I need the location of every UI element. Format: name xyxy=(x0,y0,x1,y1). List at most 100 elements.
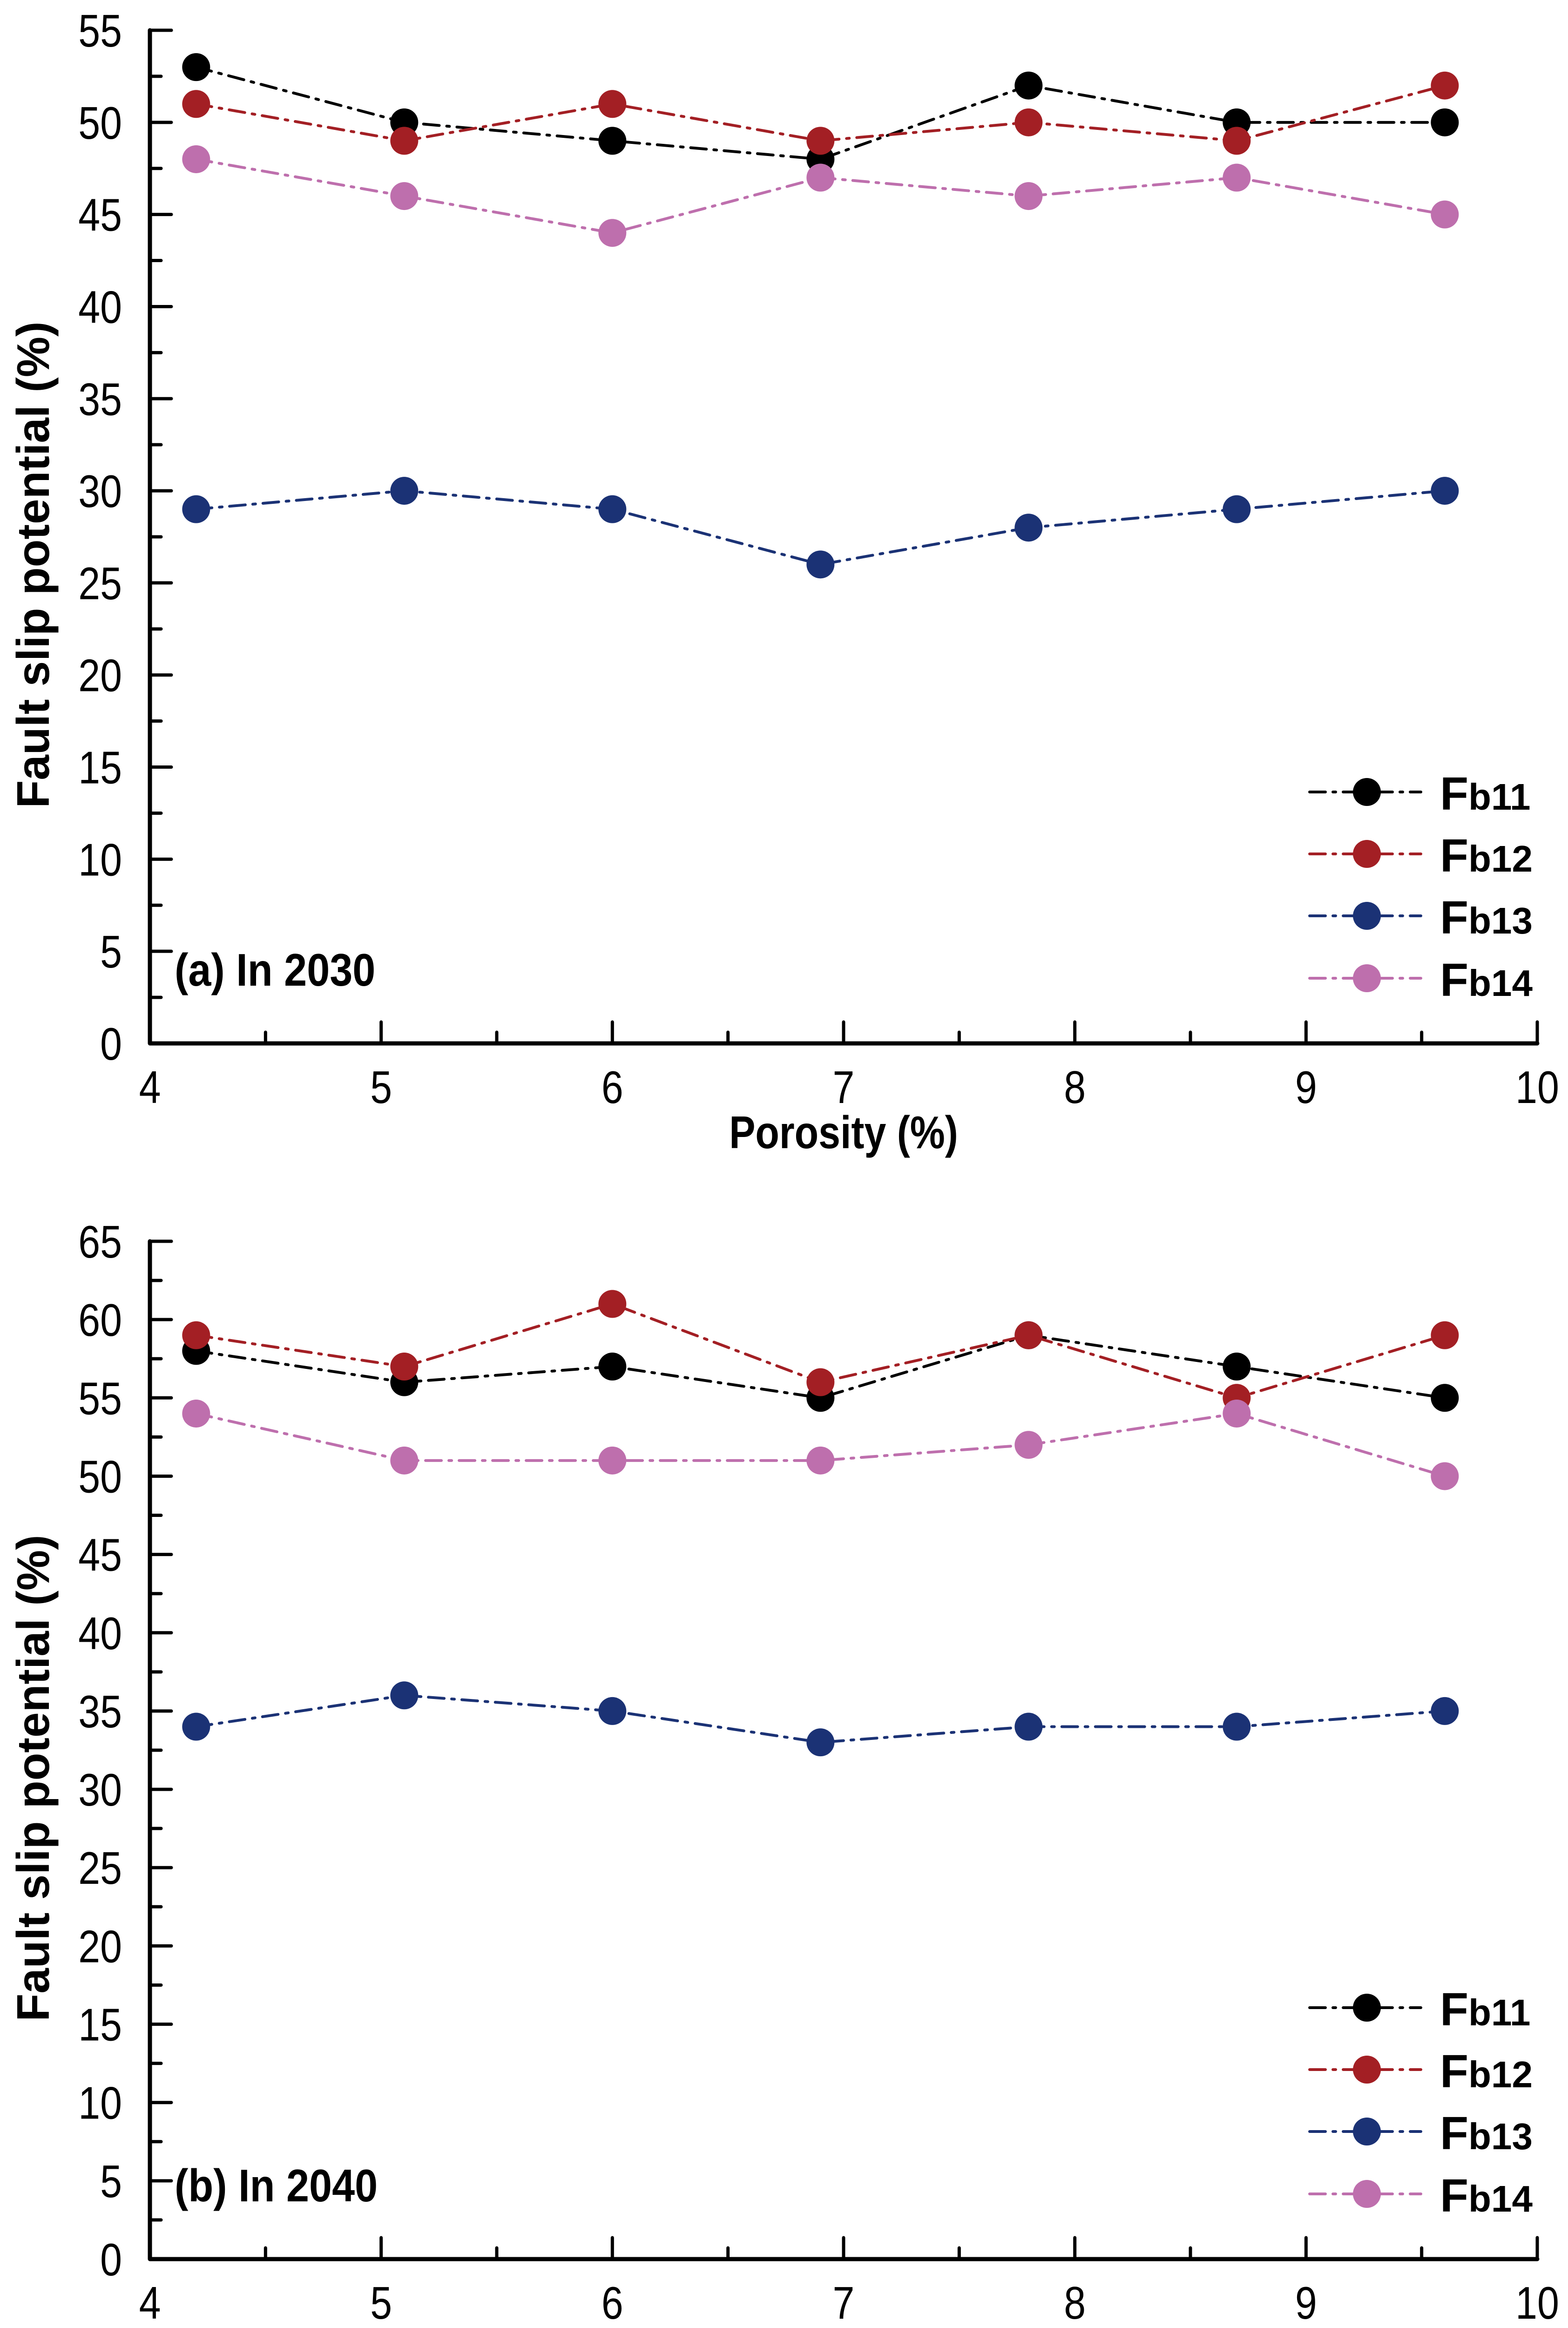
legend-label-sub: b14 xyxy=(1468,2178,1533,2220)
legend-label-main: F xyxy=(1440,892,1468,944)
data-point-Fb14 xyxy=(182,145,210,173)
data-point-Fb14 xyxy=(1223,1399,1251,1428)
data-point-Fb12 xyxy=(598,1290,627,1318)
data-point-Fb13 xyxy=(182,495,210,523)
y-tick-label: 30 xyxy=(78,466,122,517)
legend-label-sub: b13 xyxy=(1468,900,1533,941)
legend-marker-icon xyxy=(1353,2118,1381,2145)
data-point-Fb13 xyxy=(1223,1712,1251,1741)
data-point-Fb12 xyxy=(182,1321,210,1349)
y-tick-label: 40 xyxy=(78,1608,122,1659)
legend-item-Fb14: Fb14 xyxy=(1308,954,1533,1006)
y-tick-label: 20 xyxy=(78,650,122,701)
data-point-Fb13 xyxy=(598,1697,627,1725)
data-point-Fb14 xyxy=(182,1399,210,1428)
y-tick-label: 50 xyxy=(78,98,122,149)
data-point-Fb14 xyxy=(1014,182,1043,210)
legend-label-sub: b13 xyxy=(1468,2116,1533,2157)
x-tick-label: 9 xyxy=(1295,2278,1317,2328)
x-tick-label: 6 xyxy=(602,1062,623,1113)
data-point-Fb13 xyxy=(598,495,627,523)
legend-label: Fb13 xyxy=(1440,2107,1533,2159)
y-axis-title: Fault slip potential (%) xyxy=(7,1535,59,2021)
legend-marker-icon xyxy=(1353,1994,1381,2022)
series-Fb12 xyxy=(182,71,1459,155)
legend-label-main: F xyxy=(1440,830,1468,882)
data-point-Fb11 xyxy=(1014,71,1043,100)
legend-label: Fb11 xyxy=(1440,1983,1531,2036)
legend-marker-icon xyxy=(1353,2180,1381,2208)
data-point-Fb14 xyxy=(806,1446,835,1475)
legend-label-main: F xyxy=(1440,768,1468,820)
y-tick-label: 25 xyxy=(78,1843,122,1894)
legend-item-Fb11: Fb11 xyxy=(1308,768,1531,820)
legend-label-main: F xyxy=(1440,2045,1468,2098)
x-tick-label: 8 xyxy=(1064,1062,1086,1113)
legend-label: Fb14 xyxy=(1440,2170,1533,2222)
legend-marker-icon xyxy=(1353,2056,1381,2084)
chart-panel-2: 0510152025303540455055606545678910Porosi… xyxy=(7,1217,1559,2328)
legend-label: Fb12 xyxy=(1440,830,1533,882)
legend-label-sub: b12 xyxy=(1468,838,1533,880)
data-point-Fb12 xyxy=(1223,127,1251,155)
y-tick-label: 45 xyxy=(78,1530,122,1581)
y-tick-label: 20 xyxy=(78,1921,122,1972)
y-tick-label: 40 xyxy=(78,282,122,333)
data-point-Fb14 xyxy=(390,1446,419,1475)
data-point-Fb14 xyxy=(1223,163,1251,192)
data-point-Fb12 xyxy=(390,127,419,155)
legend-marker-icon xyxy=(1353,840,1381,868)
y-tick-label: 10 xyxy=(78,834,122,885)
series-Fb13 xyxy=(182,1681,1459,1757)
x-tick-label: 8 xyxy=(1064,2278,1086,2328)
data-point-Fb13 xyxy=(390,477,419,505)
legend-item-Fb13: Fb13 xyxy=(1308,892,1533,944)
data-point-Fb14 xyxy=(806,163,835,192)
data-point-Fb13 xyxy=(806,1728,835,1757)
y-tick-label: 65 xyxy=(78,1217,122,1267)
legend-label-main: F xyxy=(1440,1983,1468,2036)
y-tick-label: 35 xyxy=(78,1686,122,1737)
y-tick-label: 15 xyxy=(78,743,122,793)
data-point-Fb11 xyxy=(598,1353,627,1381)
legend-label: Fb14 xyxy=(1440,954,1533,1006)
legend-label: Fb13 xyxy=(1440,892,1533,944)
y-tick-label: 15 xyxy=(78,2000,122,2051)
y-tick-label: 45 xyxy=(78,190,122,241)
data-point-Fb12 xyxy=(598,90,627,118)
y-tick-label: 0 xyxy=(100,2234,122,2285)
y-tick-label: 0 xyxy=(100,1019,122,1069)
y-tick-label: 5 xyxy=(100,927,122,977)
y-tick-label: 60 xyxy=(78,1295,122,1346)
data-point-Fb12 xyxy=(1431,1321,1459,1349)
legend-label-sub: b14 xyxy=(1468,962,1533,1004)
data-point-Fb13 xyxy=(1014,1712,1043,1741)
data-point-Fb13 xyxy=(806,550,835,579)
legend-label-sub: b11 xyxy=(1468,1992,1530,2033)
legend-item-Fb11: Fb11 xyxy=(1308,1983,1531,2036)
data-point-Fb11 xyxy=(1431,1384,1459,1412)
x-tick-label: 7 xyxy=(833,1062,855,1113)
x-tick-label: 9 xyxy=(1295,1062,1317,1113)
data-point-Fb12 xyxy=(806,127,835,155)
data-point-Fb13 xyxy=(1431,477,1459,505)
data-point-Fb14 xyxy=(1431,1462,1459,1490)
data-point-Fb13 xyxy=(390,1681,419,1710)
series-Fb13 xyxy=(182,477,1459,579)
legend-label-main: F xyxy=(1440,2107,1468,2159)
x-axis-title: Porosity (%) xyxy=(729,2323,958,2328)
legend-label-sub: b12 xyxy=(1468,2054,1533,2095)
x-tick-label: 6 xyxy=(602,2278,623,2328)
panel-label: (a) In 2030 xyxy=(175,945,375,995)
data-point-Fb12 xyxy=(1014,1321,1043,1349)
data-point-Fb11 xyxy=(1223,1353,1251,1381)
data-point-Fb14 xyxy=(598,1446,627,1475)
legend-marker-icon xyxy=(1353,964,1381,992)
legend-label: Fb12 xyxy=(1440,2045,1533,2098)
x-tick-label: 7 xyxy=(833,2278,855,2328)
y-axis-title: Fault slip potential (%) xyxy=(7,321,59,808)
legend-label-main: F xyxy=(1440,2170,1468,2222)
data-point-Fb12 xyxy=(182,90,210,118)
